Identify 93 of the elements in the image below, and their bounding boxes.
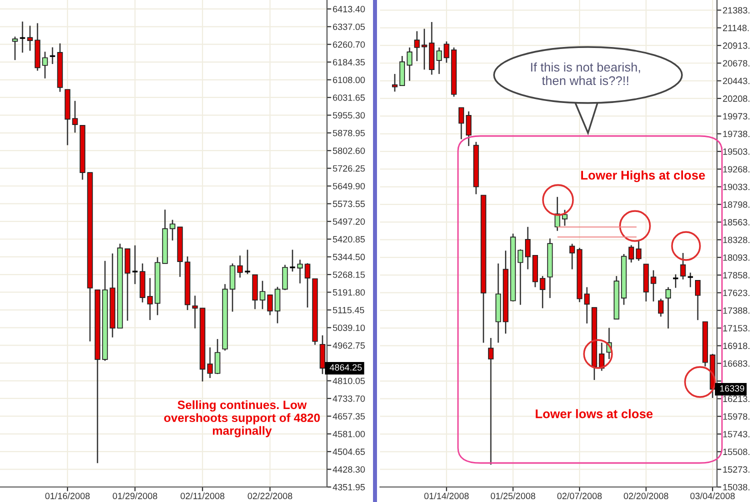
candlestick — [658, 298, 664, 318]
y-tick-label: 5420.85 — [332, 236, 365, 242]
y-tick-label: 15743. — [723, 430, 750, 438]
candlestick — [392, 73, 398, 92]
candlestick — [636, 240, 642, 262]
y-tick-label: 5878.95 — [332, 130, 365, 136]
y-tick-label: 18798. — [723, 201, 750, 208]
y-tick-label: 5649.90 — [332, 182, 365, 190]
y-tick-label: 4962.75 — [332, 342, 365, 349]
annotation: Lower lows at close — [536, 409, 653, 418]
y-tick-label: 4428.30 — [332, 466, 365, 473]
candlestick — [466, 110, 472, 147]
y-tick-label: 19973. — [723, 113, 750, 120]
x-tick-label: 02/22/2008 — [248, 492, 292, 500]
y-tick-label: 19033. — [723, 184, 750, 190]
y-tick-label: 15038. — [723, 484, 750, 490]
y-tick-label: 6184.35 — [333, 59, 365, 66]
x-tick-label: 01/14/2008 — [424, 492, 469, 500]
y-tick-label: 18563. — [723, 219, 750, 226]
candlestick — [686, 272, 694, 288]
candlestick — [399, 55, 405, 86]
candlestick — [132, 244, 138, 285]
y-tick-label: 4581.00 — [332, 430, 365, 438]
y-tick-label: 20443. — [723, 78, 750, 84]
y-tick-label: 15508. — [723, 448, 750, 456]
candlestick — [244, 249, 251, 275]
y-tick-label: 5802.60 — [332, 148, 365, 154]
y-tick-label: 21148. — [723, 24, 749, 32]
y-tick-label: 6413.40 — [333, 6, 365, 12]
annotation: Lower Highs at close — [581, 170, 705, 182]
y-tick-label: 6031.65 — [333, 94, 365, 101]
y-tick-label: 5191.80 — [332, 289, 365, 296]
y-tick-label: 6337.05 — [333, 24, 365, 30]
x-tick-label: 02/07/2008 — [557, 492, 602, 500]
x-tick-label: 01/25/2008 — [490, 492, 536, 500]
candlestick — [320, 334, 326, 375]
candlestick — [562, 209, 568, 226]
y-tick-label: 5726.25 — [332, 165, 365, 172]
y-tick-label: 5039.10 — [332, 324, 365, 332]
candlestick — [695, 280, 701, 321]
y-tick-label: 18093. — [723, 254, 750, 261]
y-tick-label: 5344.50 — [332, 254, 365, 260]
y-tick-label: 5573.55 — [332, 200, 365, 208]
candlestick — [628, 244, 634, 264]
candlestick — [458, 106, 464, 140]
y-tick-label: 20208. — [723, 95, 750, 102]
y-tick-label: 4810.05 — [332, 378, 365, 384]
y-tick-label: 15978. — [723, 413, 750, 420]
candlestick — [422, 28, 428, 70]
candlestick — [414, 30, 420, 62]
x-tick-label: 02/11/2008 — [180, 492, 224, 500]
annotation: If this is not bearish, then what is??!! — [531, 62, 640, 86]
y-tick-label: 16213. — [723, 396, 750, 402]
y-tick-label: 19738. — [723, 130, 750, 138]
x-tick-label: 02/20/2008 — [624, 492, 668, 500]
y-tick-label: 16683. — [723, 360, 750, 367]
candlestick — [540, 275, 546, 309]
y-tick-label: 18328. — [723, 236, 750, 244]
y-tick-label: 5268.15 — [332, 272, 365, 278]
x-tick-label: 03/04/2008 — [690, 492, 735, 500]
y-tick-label: 21383. — [723, 7, 750, 14]
annotation: Selling continues. Low overshoots support of 4820 marginally — [164, 400, 320, 438]
y-tick-label: 4733.70 — [332, 395, 365, 402]
y-tick-label: 5115.45 — [332, 307, 364, 314]
y-tick-label: 5955.30 — [332, 112, 365, 119]
x-tick-label: 01/16/2008 — [45, 492, 90, 500]
y-tick-label: 16918. — [723, 342, 750, 350]
candlestick — [406, 46, 412, 82]
y-tick-label: 4351.95 — [332, 484, 365, 490]
y-tick-label: 4657.35 — [332, 413, 365, 420]
y-tick-label: 17388. — [723, 307, 750, 314]
y-tick-label: 6260.70 — [333, 41, 365, 48]
candlestick — [665, 286, 672, 330]
y-tick-label: 19268. — [723, 166, 750, 172]
candlestick — [525, 226, 531, 270]
text: 16339 — [720, 385, 744, 392]
y-tick-label: 5497.20 — [332, 218, 365, 225]
candlestick — [12, 36, 18, 61]
candlestick — [680, 252, 686, 280]
y-tick-label: 4504.65 — [332, 448, 365, 455]
y-tick-label: 17858. — [723, 272, 750, 278]
candlestick — [569, 243, 575, 270]
y-tick-label: 17623. — [723, 290, 750, 296]
x-tick-label: 01/29/2008 — [112, 492, 158, 500]
candlestick — [19, 20, 26, 54]
y-tick-label: 15273. — [723, 466, 750, 473]
y-tick-label: 19503. — [723, 148, 750, 155]
candlestick — [488, 337, 494, 466]
text: 4864.25 — [330, 364, 362, 371]
y-tick-label: 20913. — [723, 42, 750, 49]
y-tick-label: 6108.00 — [333, 76, 365, 84]
y-tick-label: 17153. — [723, 325, 750, 332]
y-tick-label: 20678. — [723, 60, 750, 66]
